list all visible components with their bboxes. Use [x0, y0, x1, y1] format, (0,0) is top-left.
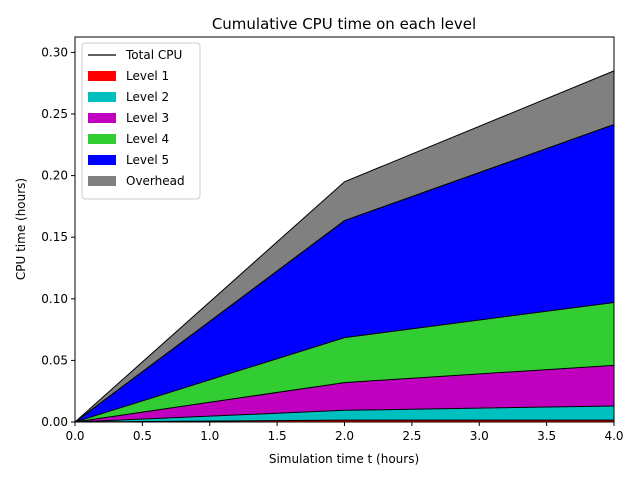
- x-tick-label: 1.0: [200, 429, 219, 443]
- legend-swatch-overhead: [88, 176, 116, 186]
- chart-legend: Total CPU Level 1 Level 2 Level 3 Level 4 Lev…: [81, 42, 201, 200]
- y-tick-label: 0.25: [41, 107, 68, 121]
- legend-label-level-2: Level 2: [126, 90, 169, 104]
- legend-swatch-level-1: [88, 71, 116, 81]
- x-axis-label: Simulation time t (hours): [269, 452, 419, 466]
- legend-swatch-level-4: [88, 134, 116, 144]
- x-tick-label: 2.0: [335, 429, 354, 443]
- legend-label-level-3: Level 3: [126, 111, 169, 125]
- y-axis-label: CPU time (hours): [14, 178, 28, 280]
- area-level-2: [75, 405, 614, 422]
- x-tick-label: 2.5: [402, 429, 421, 443]
- area-overhead: [75, 70, 614, 422]
- y-tick-label: 0.15: [41, 230, 68, 244]
- x-tick-label: 1.5: [268, 429, 287, 443]
- area-level-4: [75, 302, 614, 422]
- x-tick-label: 3.5: [537, 429, 556, 443]
- y-tick-label: 0.10: [41, 292, 68, 306]
- line-top-level-3: [74, 364, 615, 423]
- legend-swatch-level-3: [88, 113, 116, 123]
- legend-label-overhead: Overhead: [126, 174, 185, 188]
- y-axis-ticks: 0.00 0.05 0.10 0.15 0.20 0.25 0.30: [41, 45, 75, 429]
- x-axis-ticks: 0.0 0.5 1.0 1.5 2.0 2.5 3.0 3.5 4.0: [65, 422, 624, 443]
- x-tick-label: 0.0: [65, 429, 84, 443]
- chart-title: Cumulative CPU time on each level: [212, 15, 476, 33]
- area-level-5: [75, 124, 614, 423]
- y-tick-label: 0.00: [41, 415, 68, 429]
- y-tick-label: 0.05: [41, 353, 68, 367]
- legend-label-level-1: Level 1: [126, 69, 169, 83]
- line-top-overhead: [74, 70, 615, 423]
- line-top-level-4: [74, 302, 615, 423]
- legend-swatch-level-2: [88, 92, 116, 102]
- line-top-level-5: [74, 124, 615, 423]
- line-top-level-1: [74, 419, 614, 423]
- legend-label-total-cpu: Total CPU: [125, 48, 182, 62]
- legend-swatch-level-5: [88, 155, 116, 165]
- y-tick-label: 0.30: [41, 45, 68, 59]
- x-tick-label: 0.5: [133, 429, 152, 443]
- x-tick-label: 3.0: [470, 429, 489, 443]
- x-tick-label: 4.0: [604, 429, 623, 443]
- line-top-level-2: [74, 405, 615, 423]
- legend-label-level-5: Level 5: [126, 153, 169, 167]
- boundary-lines: [74, 70, 615, 423]
- legend-label-level-4: Level 4: [126, 132, 169, 146]
- y-tick-label: 0.20: [41, 169, 68, 183]
